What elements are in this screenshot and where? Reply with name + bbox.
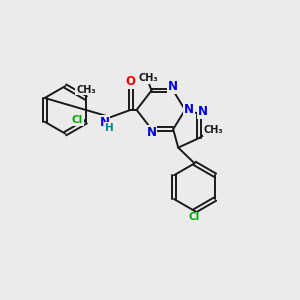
Text: CH₃: CH₃: [139, 73, 158, 83]
Text: O: O: [126, 75, 136, 88]
Text: N: N: [184, 103, 194, 116]
Text: H: H: [105, 123, 114, 133]
Text: Cl: Cl: [72, 115, 83, 125]
Text: Cl: Cl: [189, 212, 200, 223]
Text: N: N: [168, 80, 178, 94]
Text: CH₃: CH₃: [203, 125, 223, 135]
Text: N: N: [100, 116, 110, 129]
Text: N: N: [146, 126, 157, 139]
Text: CH₃: CH₃: [76, 85, 96, 95]
Text: N: N: [198, 105, 208, 118]
